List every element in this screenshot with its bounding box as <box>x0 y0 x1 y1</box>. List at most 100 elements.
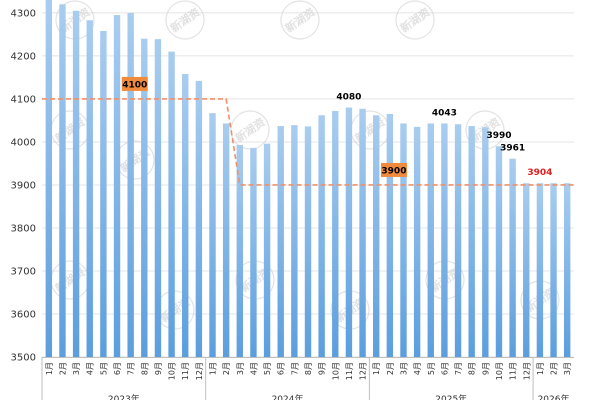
x-tick-label: 6月 <box>113 362 122 375</box>
bar <box>441 123 448 357</box>
y-tick-label: 3800 <box>11 223 36 234</box>
bar <box>291 125 298 357</box>
watermark-text: 新湖资 <box>282 5 317 35</box>
bar <box>468 126 475 357</box>
bar <box>550 183 557 357</box>
x-tick-label: 8月 <box>468 362 477 375</box>
bar <box>359 108 366 357</box>
x-tick-label: 7月 <box>454 362 463 375</box>
x-tick-label: 12月 <box>195 362 204 380</box>
x-tick-label: 3月 <box>399 362 408 375</box>
x-tick-label: 8月 <box>140 362 149 375</box>
bar <box>263 143 271 357</box>
reference-label-box <box>121 76 148 91</box>
data-labels: 4080 4043 3990 3961 3904 <box>336 93 552 179</box>
x-tick-label: 3月 <box>563 362 572 375</box>
y-tick-label: 4200 <box>11 51 36 62</box>
watermark-ring <box>165 0 205 40</box>
x-tick-label: 1月 <box>45 362 54 375</box>
x-tick-label: 11月 <box>181 362 190 380</box>
watermark-text: 新湖资 <box>352 115 387 145</box>
data-label: 4043 <box>432 108 457 118</box>
bar <box>168 51 175 358</box>
watermark-text: 新湖资 <box>52 115 87 145</box>
x-tick-label: 9月 <box>481 362 490 375</box>
x-tick-label: 1月 <box>536 362 545 375</box>
watermark-ring <box>50 110 90 150</box>
x-tick-label: 3月 <box>72 362 81 375</box>
watermark-text: 新湖资 <box>232 115 267 145</box>
watermark-ring <box>230 110 270 150</box>
watermark-ring <box>395 0 435 40</box>
bar <box>72 10 80 357</box>
bar <box>45 0 53 357</box>
x-tick-label: 9月 <box>318 362 327 375</box>
year-label: 2024年 <box>272 393 304 400</box>
x-tick-label: 5月 <box>427 362 436 375</box>
bar <box>482 127 489 357</box>
data-label: 3961 <box>500 144 525 154</box>
watermark: 新湖资 <box>395 0 435 40</box>
bar <box>386 113 394 357</box>
x-tick-label: 12月 <box>522 362 531 380</box>
data-label: 3904 <box>527 168 552 178</box>
y-tick-label: 4000 <box>11 137 36 148</box>
bar <box>454 124 462 358</box>
reference-label-box <box>380 162 407 177</box>
bar <box>222 123 230 357</box>
bar <box>250 147 257 357</box>
bar <box>100 30 107 357</box>
x-tick-label: 9月 <box>154 362 163 375</box>
bar <box>332 110 339 357</box>
year-label: 2023年 <box>108 393 140 400</box>
x-tick-label: 4月 <box>413 362 422 375</box>
reference-line: 4100 3900 <box>42 76 574 186</box>
bar <box>400 123 407 357</box>
x-tick-label: 6月 <box>440 362 449 375</box>
reference-label: 4100 <box>122 80 147 90</box>
bar <box>427 123 434 357</box>
x-tick-label: 2月 <box>222 362 231 375</box>
x-tick-label: 8月 <box>304 362 313 375</box>
bar <box>536 183 544 357</box>
y-tick-label: 3600 <box>11 309 36 320</box>
reference-label: 3900 <box>381 166 406 176</box>
year-label: 2026年 <box>538 393 570 400</box>
y-tick-label: 3900 <box>11 180 36 191</box>
watermark-ring <box>280 0 320 40</box>
x-tick-label: 1月 <box>209 362 218 375</box>
x-tick-label: 2月 <box>58 362 67 375</box>
year-label: 2025年 <box>435 393 467 400</box>
x-tick-label: 5月 <box>263 362 272 375</box>
bar <box>345 107 353 357</box>
x-tick-label: 2月 <box>386 362 395 375</box>
bar <box>209 113 216 357</box>
bar <box>413 126 421 357</box>
axes: 3500 3600 3700 3800 3900 4000 4100 4200 4300 1月 2月… <box>11 8 574 400</box>
bar <box>59 4 66 357</box>
bar <box>154 39 162 358</box>
x-tick-label: 2月 <box>550 362 559 375</box>
x-tick-label: 6月 <box>277 362 286 375</box>
bar <box>318 115 325 358</box>
watermark-text: 新湖资 <box>167 5 202 35</box>
x-tick-label: 7月 <box>290 362 299 375</box>
x-tick-label: 7月 <box>127 362 136 375</box>
watermark-text: 新湖资 <box>52 265 87 295</box>
x-tick-label: 11月 <box>509 362 518 380</box>
y-tick-label: 4100 <box>11 94 36 105</box>
watermark-text: 新湖资 <box>397 5 432 35</box>
x-tick-label: 12月 <box>359 362 368 380</box>
bar <box>127 12 134 357</box>
y-tick-label: 3700 <box>11 266 36 277</box>
data-label: 3990 <box>486 131 511 141</box>
bar <box>195 80 203 358</box>
bar <box>509 158 516 357</box>
x-tick-label: 10月 <box>168 362 177 380</box>
bar <box>236 144 243 357</box>
bar <box>523 183 530 357</box>
watermark-ring <box>350 110 390 150</box>
x-tick-label: 3月 <box>236 362 245 375</box>
bar <box>113 15 121 357</box>
